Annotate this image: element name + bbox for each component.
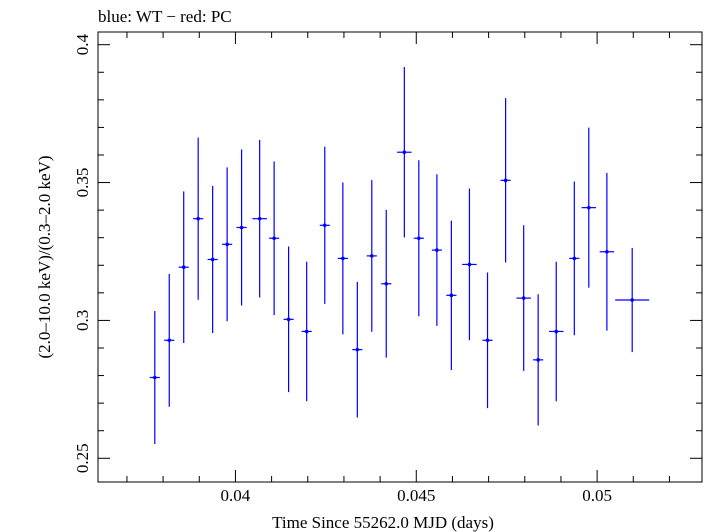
point-marker — [257, 216, 262, 221]
point-marker — [196, 216, 200, 221]
point-marker — [554, 329, 559, 334]
point-marker — [304, 329, 309, 334]
chart-title: blue: WT − red: PC — [98, 7, 232, 26]
data-point — [500, 98, 511, 263]
axis-ticks — [98, 32, 702, 482]
point-marker — [630, 298, 634, 302]
point-marker — [369, 254, 374, 258]
data-point — [446, 220, 457, 371]
point-marker — [417, 236, 421, 241]
data-point — [283, 246, 294, 393]
point-marker — [402, 150, 407, 155]
y-tick-label: 0.35 — [73, 168, 92, 198]
point-marker — [286, 317, 291, 322]
data-point — [352, 281, 363, 418]
data-point — [413, 160, 424, 317]
point-marker — [485, 338, 490, 343]
data-point — [319, 146, 330, 304]
data-point — [222, 167, 233, 322]
point-marker — [239, 225, 244, 230]
data-point — [431, 174, 442, 326]
data-point — [615, 247, 650, 353]
point-marker — [449, 293, 454, 298]
x-tick-label: 0.05 — [582, 486, 612, 505]
plot-frame — [97, 31, 703, 483]
data-point — [482, 272, 493, 409]
x-tick-labels: 0.04 0.045 0.05 — [221, 486, 612, 505]
y-tick-label: 0.4 — [73, 34, 92, 56]
y-axis-label: (2.0–10.0 keV)/(0.3–2.0 keV) — [35, 155, 54, 358]
point-marker — [536, 358, 540, 362]
y-tick-label: 0.3 — [73, 310, 92, 331]
data-point — [569, 181, 580, 336]
x-axis-label: Time Since 55262.0 MJD (days) — [272, 513, 494, 532]
point-marker — [605, 249, 609, 254]
data-point — [301, 261, 312, 402]
point-marker — [152, 375, 157, 380]
point-marker — [210, 257, 215, 262]
point-marker — [167, 338, 172, 343]
point-marker — [435, 248, 439, 252]
point-marker — [341, 256, 345, 261]
y-tick-label: 0.25 — [73, 443, 92, 473]
data-point — [337, 182, 348, 335]
x-tick-label: 0.045 — [397, 486, 435, 505]
data-point — [381, 209, 392, 358]
point-marker — [322, 223, 327, 228]
data-point — [207, 185, 218, 334]
y-tick-labels: 0.25 0.3 0.35 0.4 — [73, 34, 92, 474]
point-marker — [521, 296, 526, 300]
data-point — [581, 127, 597, 288]
point-marker — [225, 242, 229, 247]
data-point — [149, 311, 160, 444]
point-marker — [384, 281, 389, 286]
data-points — [149, 67, 650, 444]
point-marker — [355, 347, 360, 352]
data-point — [599, 172, 615, 331]
data-point — [533, 294, 544, 426]
point-marker — [467, 262, 472, 267]
point-marker — [572, 256, 577, 261]
x-tick-label: 0.04 — [221, 486, 251, 505]
point-marker — [586, 205, 591, 210]
data-point — [366, 180, 377, 332]
point-marker — [272, 236, 276, 241]
point-marker — [503, 178, 508, 183]
data-point — [462, 188, 477, 341]
data-point — [236, 149, 247, 306]
point-marker — [181, 265, 186, 270]
data-point — [549, 261, 564, 402]
data-point — [164, 273, 175, 407]
data-point — [193, 137, 204, 300]
data-point — [397, 67, 412, 238]
data-point — [178, 191, 189, 344]
data-point — [252, 139, 267, 298]
data-point — [516, 225, 531, 371]
data-point — [269, 161, 280, 316]
